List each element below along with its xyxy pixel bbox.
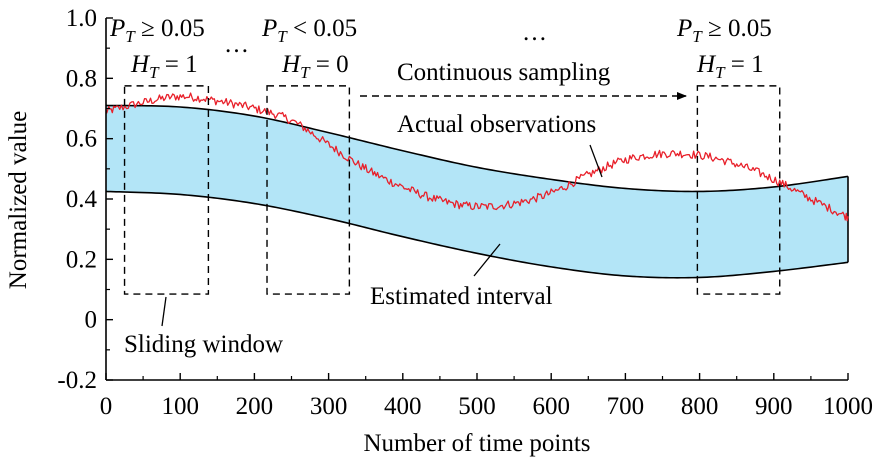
window-2-top-label: PT < 0.05	[261, 15, 357, 46]
estimated-interval-band	[106, 105, 848, 278]
x-tick-label: 800	[681, 393, 719, 420]
x-axis-label: Number of time points	[363, 430, 590, 457]
x-tick-label: 700	[607, 393, 645, 420]
x-tick-label: 500	[458, 393, 496, 420]
ellipsis-annotation-2: …	[522, 19, 547, 46]
y-tick-label: 0	[85, 307, 98, 334]
actual-observations-label: Actual observations	[397, 111, 596, 138]
continuous-sampling-label: Continuous sampling	[397, 59, 611, 86]
actual-observations-pointer	[589, 144, 603, 178]
window-1-top-label: PT ≥ 0.05	[109, 15, 205, 46]
y-tick-label: 0.4	[66, 186, 98, 213]
estimated-interval-lower-bound	[105, 190, 849, 279]
ellipsis-annotation-1: …	[224, 31, 249, 58]
series-actual-observations-line	[105, 92, 849, 222]
x-tick-label: 0	[100, 393, 113, 420]
estimated-interval-label: Estimated interval	[370, 283, 553, 310]
y-tick-label: 0.2	[66, 246, 97, 273]
x-tick-label: 300	[310, 393, 348, 420]
sliding-window-box-1	[123, 85, 210, 295]
x-tick-label: 200	[236, 393, 274, 420]
tick-layer: 0 100 200 300 400 500 600 700 800 900 1000-0.200.2…	[57, 5, 873, 420]
sliding-window-box-3	[696, 85, 781, 295]
estimated-interval-pointer	[473, 243, 501, 277]
y-tick-label: 0.6	[66, 126, 97, 153]
y-tick-label: 1.0	[66, 5, 97, 32]
sliding-window-label: Sliding window	[124, 331, 283, 358]
series-layer	[105, 92, 849, 222]
x-tick-label: 900	[755, 393, 793, 420]
estimated-interval-band-layer	[105, 104, 849, 279]
x-tick-label: 100	[161, 393, 199, 420]
x-tick-label: 1000	[823, 393, 873, 420]
y-axis-label: Normalized value	[5, 111, 32, 289]
x-tick-label: 400	[384, 393, 422, 420]
sliding-windows-layer	[123, 85, 781, 295]
window-2-bottom-label: HT = 0	[281, 51, 349, 82]
sliding-window-pointer	[161, 296, 167, 327]
sliding-window-box-2	[266, 85, 351, 295]
window-1-bottom-label: HT = 1	[130, 51, 198, 82]
y-tick-label: -0.2	[57, 367, 97, 394]
window-3-top-label: PT ≥ 0.05	[676, 15, 772, 46]
estimated-interval-upper-bound	[105, 104, 849, 193]
window-3-bottom-label: HT = 1	[696, 51, 764, 82]
x-tick-label: 600	[532, 393, 570, 420]
y-tick-label: 0.8	[66, 65, 97, 92]
